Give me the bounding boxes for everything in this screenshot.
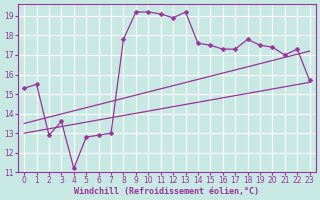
X-axis label: Windchill (Refroidissement éolien,°C): Windchill (Refroidissement éolien,°C): [74, 187, 260, 196]
